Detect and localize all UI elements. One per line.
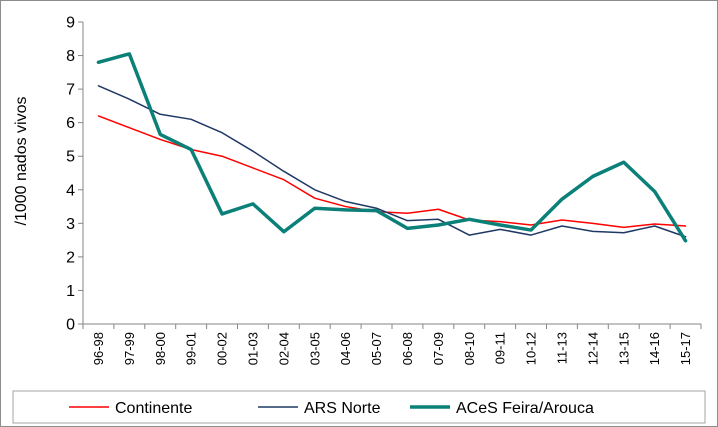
y-tick-label: 9 bbox=[66, 15, 75, 32]
x-tick-label: 02-04 bbox=[276, 332, 291, 365]
series-line-2 bbox=[96, 52, 688, 243]
x-tick-label: 14-16 bbox=[647, 332, 662, 365]
x-tick-label: 07-09 bbox=[431, 332, 446, 365]
y-tick-label: 6 bbox=[66, 115, 75, 132]
x-tick-label: 11-13 bbox=[554, 332, 569, 364]
x-tick-label: 99-01 bbox=[184, 332, 199, 365]
x-tick-label: 13-15 bbox=[616, 332, 631, 365]
legend-label-1: ARS Norte bbox=[304, 400, 381, 417]
y-tick-label: 1 bbox=[66, 283, 75, 300]
legend-label-0: Continente bbox=[115, 400, 192, 417]
x-tick-label: 05-07 bbox=[369, 332, 384, 365]
x-tick-label: 04-06 bbox=[338, 332, 353, 365]
x-tick-label: 08-10 bbox=[462, 332, 477, 365]
legend-label-2: ACeS Feira/Arouca bbox=[456, 400, 594, 417]
x-tick-label: 09-11 bbox=[493, 332, 508, 364]
x-tick-label: 03-05 bbox=[307, 332, 322, 365]
series-line-1 bbox=[97, 85, 687, 238]
x-tick-label: 06-08 bbox=[400, 332, 415, 365]
x-tick-label: 10-12 bbox=[524, 332, 539, 365]
y-axis-title: /1000 nados vivos bbox=[13, 97, 30, 226]
x-tick-label: 01-03 bbox=[245, 332, 260, 365]
y-tick-label: 2 bbox=[66, 249, 75, 266]
y-tick-label: 0 bbox=[66, 317, 75, 334]
series-line-0 bbox=[97, 115, 687, 229]
y-tick-label: 8 bbox=[66, 48, 75, 65]
x-axis-ticks: 96-98 97-99 98-00 99-01 00-02 01-03 02-04 03-05… bbox=[82, 324, 702, 365]
y-axis-ticks: 0 1 2 3 4 5 6 7 8 9 bbox=[66, 15, 83, 334]
x-tick-label: 98-00 bbox=[153, 332, 168, 365]
y-tick-label: 5 bbox=[66, 149, 75, 166]
x-tick-label: 97-99 bbox=[122, 332, 137, 365]
x-tick-label: 12-14 bbox=[585, 332, 600, 365]
y-tick-label: 7 bbox=[66, 82, 75, 99]
x-tick-label: 00-02 bbox=[215, 332, 230, 365]
chart-legend: Continente ARS Norte ACeS Feira/Arouca bbox=[12, 390, 706, 424]
y-tick-label: 4 bbox=[66, 182, 75, 199]
x-tick-label: 15-17 bbox=[678, 332, 693, 365]
series-lines bbox=[96, 52, 688, 243]
legend-box bbox=[12, 390, 706, 424]
y-tick-label: 3 bbox=[66, 216, 75, 233]
x-tick-label: 96-98 bbox=[91, 332, 106, 365]
